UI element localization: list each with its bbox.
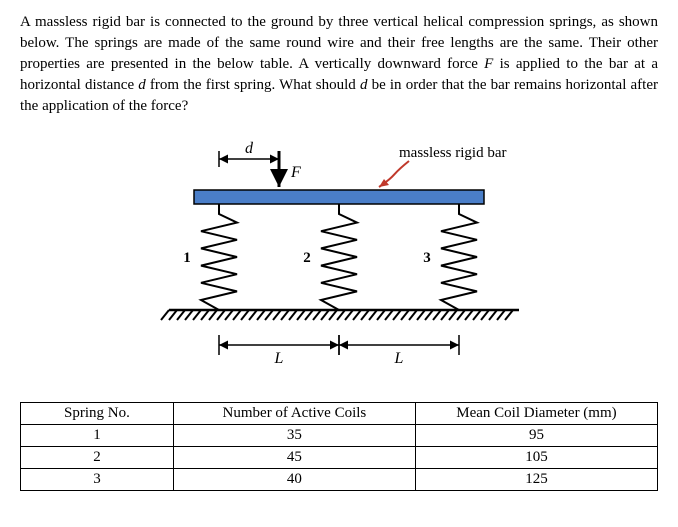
svg-text:1: 1 bbox=[183, 250, 191, 266]
table-cell: 2 bbox=[21, 447, 174, 469]
diagram-container: d Fmassless rigid bar 1 2 3 L L bbox=[20, 135, 658, 380]
table-cell: 105 bbox=[415, 447, 657, 469]
table-cell: 45 bbox=[173, 447, 415, 469]
svg-text:L: L bbox=[394, 350, 404, 367]
table-header: Spring No. bbox=[21, 403, 174, 425]
table-row: 245105 bbox=[21, 447, 658, 469]
svg-text:3: 3 bbox=[423, 250, 431, 266]
svg-text:2: 2 bbox=[303, 250, 311, 266]
table-row: 13595 bbox=[21, 425, 658, 447]
svg-text:massless rigid bar: massless rigid bar bbox=[399, 145, 506, 161]
properties-table: Spring No.Number of Active CoilsMean Coi… bbox=[20, 402, 658, 491]
table-cell: 125 bbox=[415, 469, 657, 491]
svg-text:F: F bbox=[290, 164, 301, 181]
problem-statement: A massless rigid bar is connected to the… bbox=[20, 12, 658, 117]
table-cell: 35 bbox=[173, 425, 415, 447]
table-row: 340125 bbox=[21, 469, 658, 491]
text: from the first spring. What should bbox=[146, 77, 360, 93]
table-cell: 1 bbox=[21, 425, 174, 447]
svg-text:d: d bbox=[245, 140, 254, 157]
table-header: Number of Active Coils bbox=[173, 403, 415, 425]
table-cell: 40 bbox=[173, 469, 415, 491]
var-d: d bbox=[138, 77, 146, 93]
table-cell: 95 bbox=[415, 425, 657, 447]
table-cell: 3 bbox=[21, 469, 174, 491]
table-header: Mean Coil Diameter (mm) bbox=[415, 403, 657, 425]
table-header-row: Spring No.Number of Active CoilsMean Coi… bbox=[21, 403, 658, 425]
springs-diagram: d Fmassless rigid bar 1 2 3 L L bbox=[119, 135, 559, 380]
var-F: F bbox=[484, 56, 493, 72]
svg-text:L: L bbox=[274, 350, 284, 367]
table-body: 13595245105340125 bbox=[21, 425, 658, 491]
